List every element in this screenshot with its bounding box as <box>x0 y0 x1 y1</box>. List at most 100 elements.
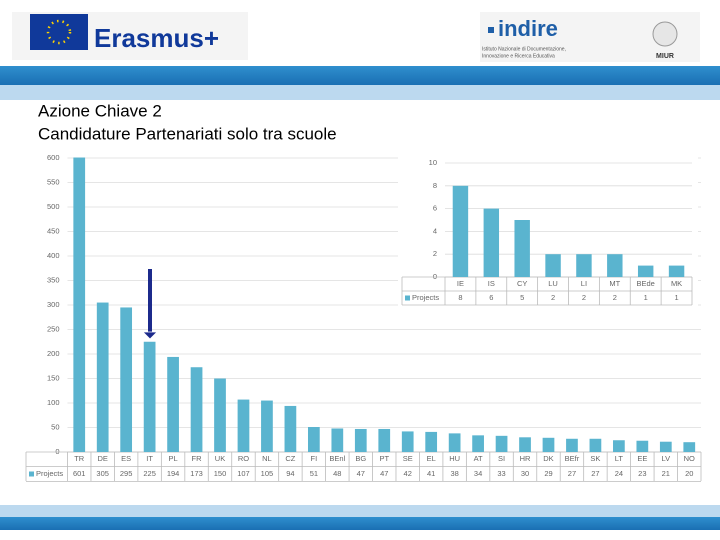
bar <box>589 438 602 452</box>
table-value: 20 <box>685 469 693 478</box>
table-value: 6 <box>489 293 493 302</box>
y-tick-label: 10 <box>429 158 437 167</box>
bar <box>120 307 133 452</box>
table-value: 27 <box>568 469 576 478</box>
x-tick-label: RO <box>238 454 249 463</box>
footer-band-light <box>0 505 720 517</box>
y-tick-label: 6 <box>433 204 437 213</box>
x-tick-label: TR <box>74 454 85 463</box>
x-tick-label: DE <box>97 454 107 463</box>
x-tick-label: LV <box>661 454 670 463</box>
table-value: 51 <box>310 469 318 478</box>
x-tick-label: MT <box>609 279 620 288</box>
table-value: 27 <box>591 469 599 478</box>
bar <box>261 400 273 452</box>
y-tick-label: 400 <box>47 251 60 260</box>
charts: 050100150200250300350400450500550600Proj… <box>25 150 702 482</box>
bar <box>378 428 391 452</box>
table-value: 48 <box>333 469 341 478</box>
bar <box>566 438 578 452</box>
x-tick-label: DK <box>543 454 553 463</box>
x-tick-label: LT <box>615 454 624 463</box>
x-tick-label: MK <box>671 279 682 288</box>
table-value: 24 <box>615 469 623 478</box>
bar <box>284 405 297 452</box>
x-tick-label: BEde <box>637 279 655 288</box>
bar <box>190 367 203 452</box>
bar <box>143 341 156 452</box>
table-value: 30 <box>521 469 529 478</box>
y-tick-label: 4 <box>433 226 437 235</box>
table-value: 1 <box>674 293 678 302</box>
bar <box>472 435 484 452</box>
bar <box>613 440 625 452</box>
annotation-arrowhead <box>142 331 158 340</box>
x-tick-label: EL <box>427 454 436 463</box>
y-tick-label: 450 <box>47 226 60 235</box>
x-tick-label: IS <box>488 279 495 288</box>
x-tick-label: BG <box>355 454 366 463</box>
indire-dot <box>488 27 494 33</box>
y-tick-label: 300 <box>47 300 60 309</box>
x-tick-label: AT <box>474 454 483 463</box>
bar <box>545 254 561 277</box>
x-tick-label: FR <box>192 454 203 463</box>
bar <box>668 265 685 277</box>
legend-swatch <box>405 295 410 301</box>
eu-stars <box>46 19 72 45</box>
table-value: 194 <box>167 469 180 478</box>
x-tick-label: ES <box>121 454 131 463</box>
y-tick-label: 0 <box>433 272 437 281</box>
y-tick-label: 150 <box>47 373 60 382</box>
x-tick-label: NO <box>684 454 695 463</box>
table-value: 2 <box>582 293 586 302</box>
y-tick-label: 250 <box>47 324 60 333</box>
bar <box>637 265 654 277</box>
y-tick-label: 2 <box>433 249 437 258</box>
table-value: 107 <box>237 469 250 478</box>
table-value: 8 <box>458 293 462 302</box>
table-value: 305 <box>96 469 109 478</box>
table-value: 34 <box>474 469 482 478</box>
x-tick-label: BEfr <box>565 454 580 463</box>
bar <box>683 442 696 452</box>
miur-text: MIUR <box>656 53 674 60</box>
y-tick-label: 50 <box>51 422 59 431</box>
table-value: 2 <box>613 293 617 302</box>
bar <box>401 431 414 452</box>
x-tick-label: SE <box>403 454 413 463</box>
table-value: 601 <box>73 469 86 478</box>
bar <box>167 356 179 452</box>
x-tick-label: PT <box>379 454 389 463</box>
bar <box>519 437 531 452</box>
table-value: 150 <box>214 469 227 478</box>
y-tick-label: 500 <box>47 202 60 211</box>
bar <box>452 185 469 277</box>
x-tick-label: HR <box>520 454 531 463</box>
x-tick-label: PL <box>168 454 177 463</box>
x-tick-label: IE <box>457 279 464 288</box>
table-value: 5 <box>520 293 524 302</box>
bar <box>214 378 226 452</box>
bar <box>331 428 344 452</box>
table-value: 47 <box>357 469 365 478</box>
x-tick-label: LI <box>581 279 587 288</box>
table-value: 94 <box>286 469 294 478</box>
x-tick-label: UK <box>215 454 225 463</box>
bar <box>483 208 500 277</box>
indire-text: indire <box>498 16 558 41</box>
table-value: 225 <box>143 469 156 478</box>
table-value: 29 <box>544 469 552 478</box>
bar <box>495 435 508 452</box>
y-tick-label: 100 <box>47 398 60 407</box>
y-tick-label: 200 <box>47 349 60 358</box>
table-value: 41 <box>427 469 435 478</box>
bar <box>96 302 109 452</box>
header-band <box>0 66 720 85</box>
inset-background <box>398 150 698 308</box>
legend-swatch <box>29 471 34 477</box>
table-value: 173 <box>190 469 203 478</box>
bar <box>514 220 530 277</box>
x-tick-label: CY <box>517 279 527 288</box>
